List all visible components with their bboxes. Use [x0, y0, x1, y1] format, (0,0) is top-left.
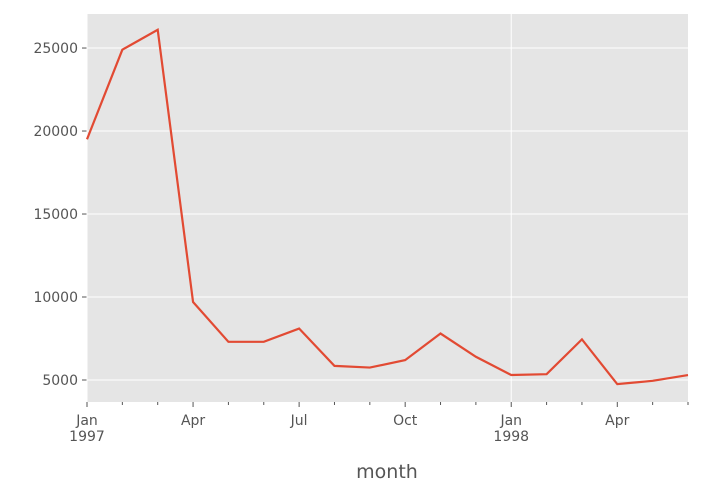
x-tick-label: Apr — [181, 413, 205, 429]
y-tick-label: 10000 — [33, 290, 78, 306]
y-tick-label: 20000 — [33, 124, 78, 140]
x-tick-label: Oct — [393, 413, 418, 429]
x-axis-label: month — [356, 461, 418, 483]
x-tick-label: Jan 1997 — [69, 413, 105, 445]
x-tick-label: Apr — [605, 413, 629, 429]
plot-background — [87, 14, 688, 402]
x-tick-label: Jul — [290, 413, 308, 429]
y-tick-label: 25000 — [33, 41, 78, 57]
y-tick-label: 15000 — [33, 207, 78, 223]
x-tick-label: Jan 1998 — [493, 413, 529, 445]
y-tick-label: 5000 — [42, 373, 78, 389]
data-line — [85, 28, 689, 386]
